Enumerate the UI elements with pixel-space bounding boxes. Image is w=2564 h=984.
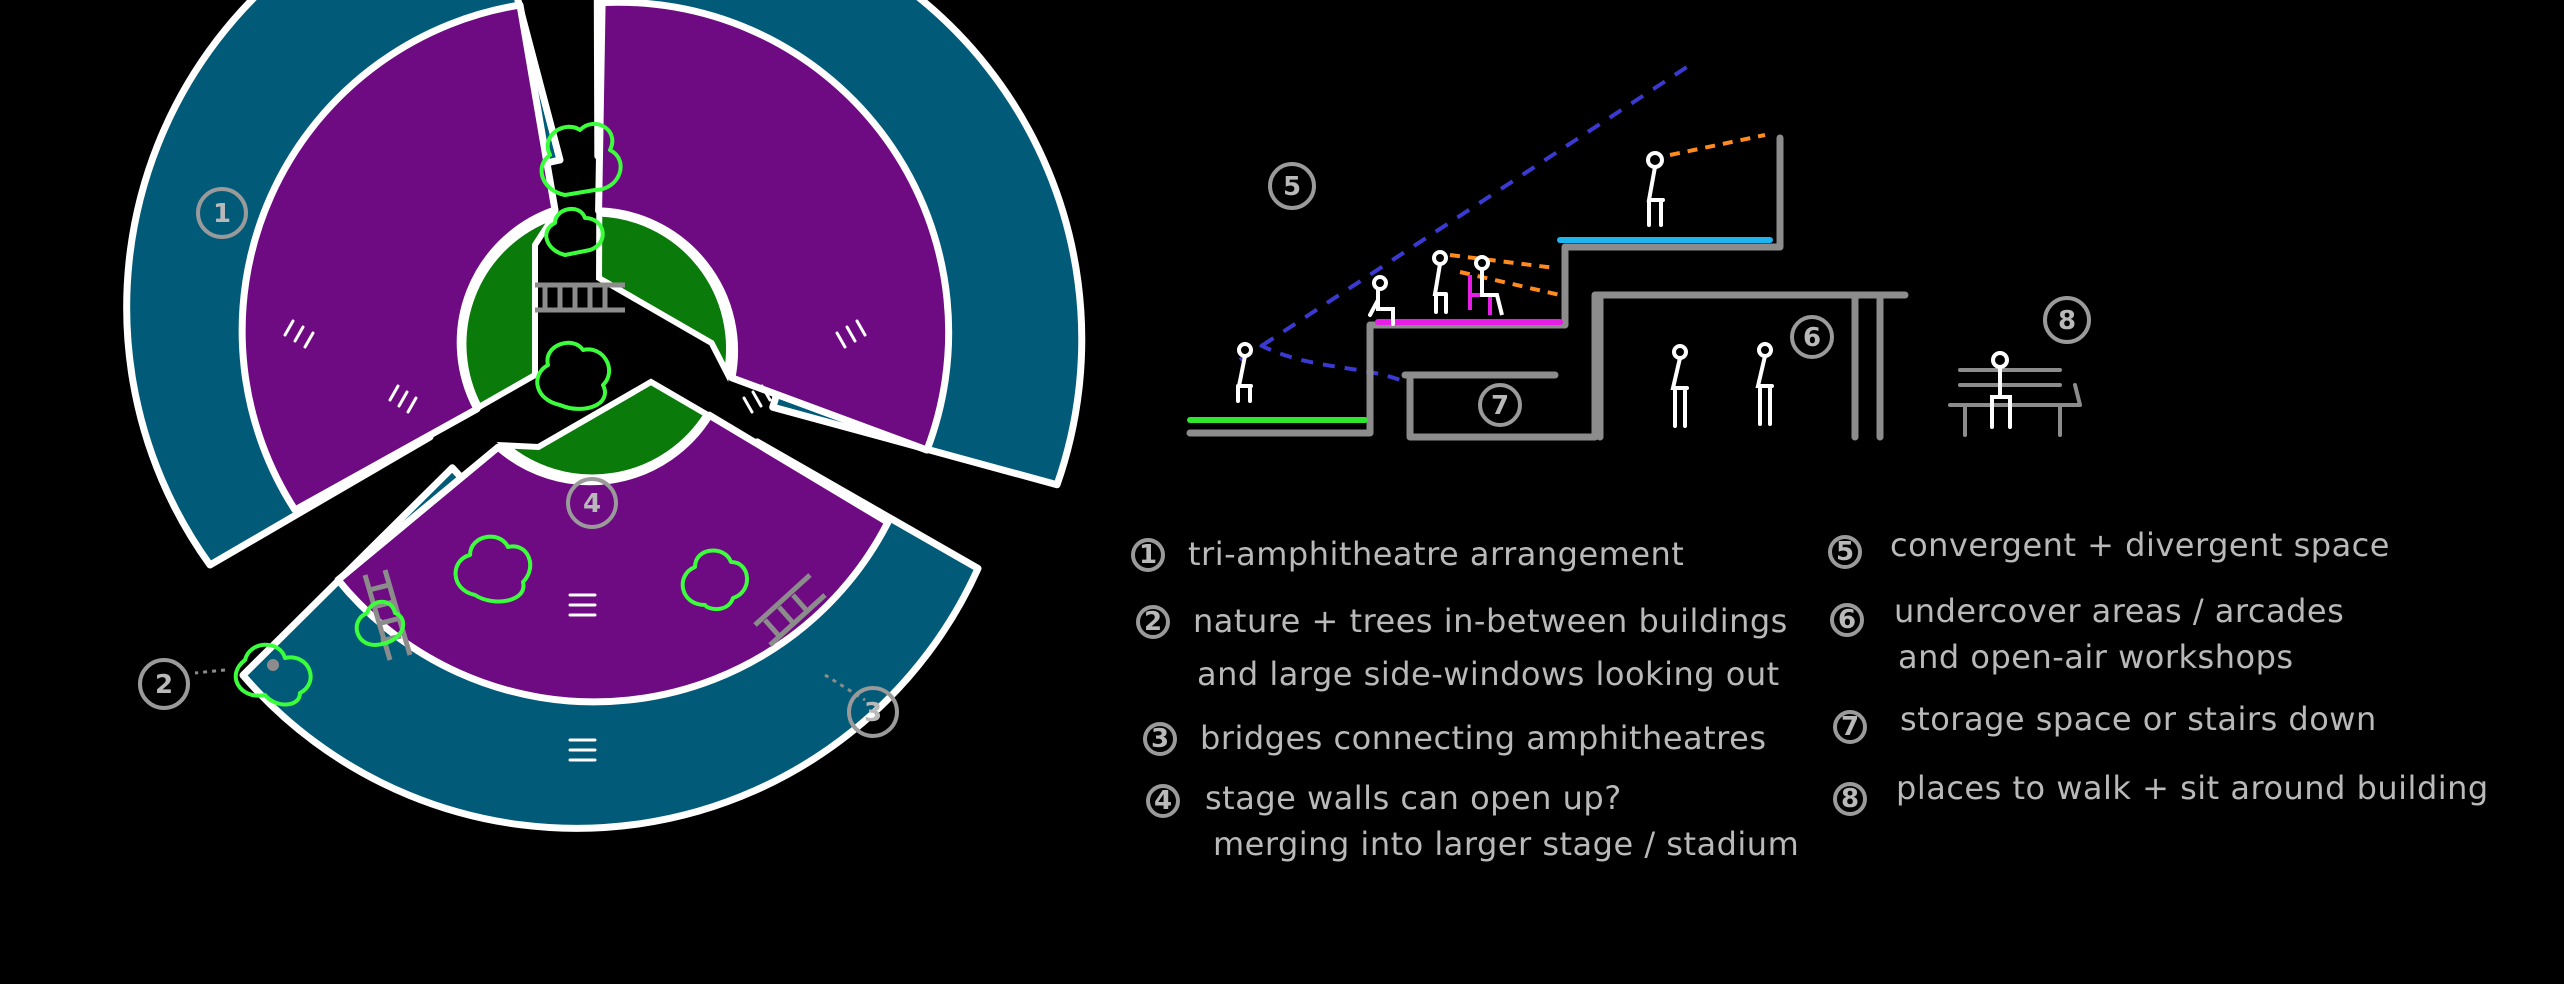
svg-text:6: 6 — [1838, 605, 1856, 635]
person-standing-mid — [1432, 250, 1448, 314]
svg-text:5: 5 — [1836, 537, 1854, 567]
svg-text:2: 2 — [1144, 607, 1162, 637]
svg-text:nature + trees in-between buil: nature + trees in-between buildings — [1193, 602, 1788, 640]
svg-text:8: 8 — [1841, 784, 1859, 814]
storage-box — [1401, 291, 1909, 441]
bridge-right — [753, 573, 827, 647]
svg-text:4: 4 — [1154, 786, 1172, 816]
amphitheatre-sector-right — [593, 0, 1086, 489]
svg-text:and open-air workshops: and open-air workshops — [1898, 638, 2294, 676]
amphitheatre-sector-left — [123, 0, 564, 569]
person-ground — [1236, 342, 1253, 403]
legend-item-8: 8 places to walk + sit around building — [1833, 769, 2489, 816]
marker-7: 7 — [1478, 383, 1522, 427]
leader-line-2 — [194, 668, 226, 675]
stage-right — [596, 210, 732, 382]
seat-marks — [283, 319, 867, 762]
marker-5: 5 — [1268, 162, 1316, 210]
svg-text:6: 6 — [1803, 323, 1821, 353]
svg-text:5: 5 — [1283, 172, 1301, 202]
svg-text:4: 4 — [583, 489, 601, 519]
svg-text:7: 7 — [1841, 712, 1859, 742]
svg-text:8: 8 — [2058, 306, 2076, 336]
sightline-lower — [1259, 343, 1401, 382]
legend: 1 tri-amphitheatre arrangement 2 nature … — [1131, 526, 2489, 863]
legend-item-7: 7 storage space or stairs down — [1833, 700, 2377, 744]
stage-bottom — [496, 378, 711, 481]
marker-4: 4 — [566, 477, 618, 529]
inner-ring-left — [238, 1, 559, 514]
svg-text:and large side-windows looking: and large side-windows looking out — [1197, 655, 1780, 693]
sightline-upper — [1238, 63, 1692, 362]
legend-item-2: 2 nature + trees in-between buildings an… — [1136, 602, 1788, 693]
section-sketch: 5 6 7 8 — [1186, 63, 2091, 441]
svg-text:undercover areas / arcades: undercover areas / arcades — [1894, 592, 2344, 630]
svg-text:tri-amphitheatre arrangement: tri-amphitheatre arrangement — [1188, 535, 1684, 573]
marker-2: 2 — [138, 658, 190, 710]
marker-3: 3 — [847, 686, 899, 738]
svg-text:3: 3 — [864, 698, 882, 728]
svg-text:stage walls can open up?: stage walls can open up? — [1205, 779, 1622, 817]
bench-icon — [1948, 368, 2082, 437]
person-wheelchair — [1468, 255, 1504, 316]
tri-amphitheatre-plan — [123, 0, 1086, 832]
marker-1: 1 — [196, 187, 248, 239]
sightline-orange-top — [1669, 133, 1766, 157]
legend-item-4: 4 stage walls can open up? merging into … — [1146, 779, 1799, 863]
svg-text:1: 1 — [1139, 540, 1157, 570]
svg-text:storage space or stairs down: storage space or stairs down — [1900, 700, 2377, 738]
leader-line-3 — [824, 673, 866, 702]
person-top — [1646, 151, 1665, 227]
marker-6: 6 — [1790, 315, 1834, 359]
tree-trunk-dot — [267, 659, 279, 671]
person-arcade-2 — [1755, 342, 1774, 426]
stage-left — [460, 211, 561, 412]
person-arcade-1 — [1670, 344, 1689, 428]
trees — [233, 122, 749, 707]
svg-text:bridges connecting amphitheatr: bridges connecting amphitheatres — [1200, 719, 1766, 757]
legend-item-6: 6 undercover areas / arcades and open-ai… — [1830, 592, 2344, 676]
bridge-top — [535, 282, 625, 313]
legend-item-1: 1 tri-amphitheatre arrangement — [1131, 535, 1684, 573]
legend-item-3: 3 bridges connecting amphitheatres — [1143, 719, 1766, 757]
building-outline — [1186, 134, 1784, 437]
svg-text:3: 3 — [1151, 724, 1169, 754]
svg-text:convergent + divergent space: convergent + divergent space — [1890, 526, 2390, 564]
legend-item-5: 5 convergent + divergent space — [1828, 526, 2390, 569]
svg-text:places to walk + sit around bu: places to walk + sit around building — [1896, 769, 2489, 807]
svg-text:1: 1 — [213, 199, 231, 229]
marker-8: 8 — [2043, 296, 2091, 344]
arcade-columns — [1596, 291, 1884, 441]
svg-text:7: 7 — [1491, 391, 1509, 421]
inner-ring-right — [595, 0, 953, 454]
svg-text:2: 2 — [155, 670, 173, 700]
svg-text:merging into larger stage / st: merging into larger stage / stadium — [1213, 825, 1799, 863]
sightline-orange-mid — [1449, 253, 1561, 297]
person-seated-1 — [1368, 275, 1395, 326]
person-bench — [1990, 351, 2012, 429]
